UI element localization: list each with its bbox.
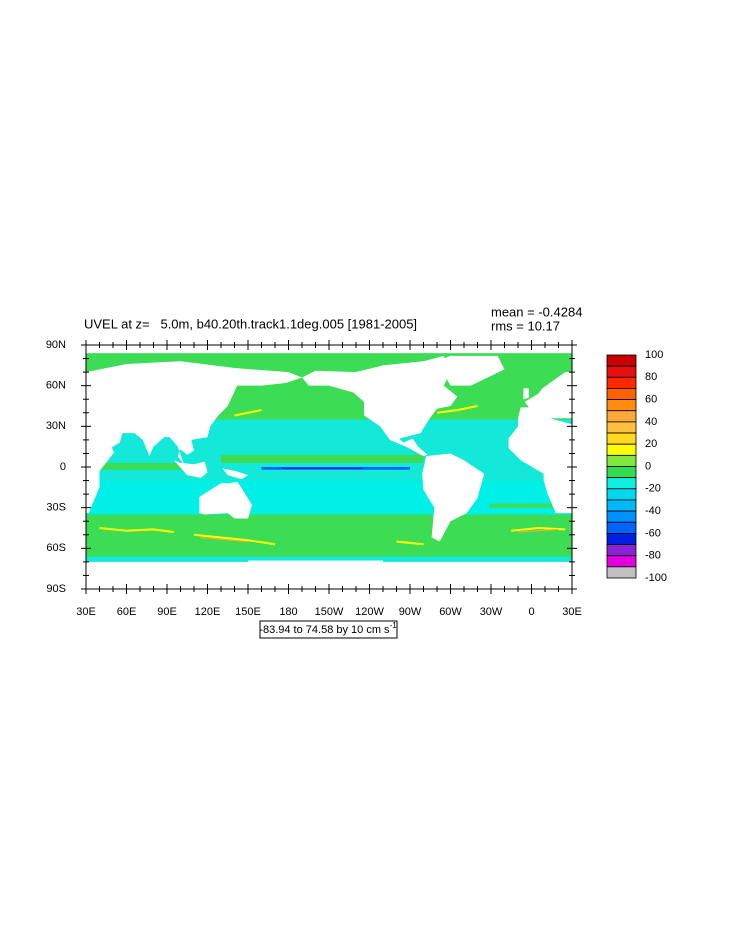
colorbar-box (606, 443, 637, 456)
x-tick-label: 120W (355, 606, 384, 618)
x-tick-label: 90W (399, 606, 422, 618)
range-box (259, 620, 398, 639)
x-tick-label: 30E (76, 606, 96, 618)
x-tick-label: 30W (480, 606, 503, 618)
colorbar-box (606, 521, 637, 534)
colorbar-label: -40 (645, 505, 661, 517)
colorbar-label: 0 (645, 460, 651, 472)
colorbar-label: 40 (645, 416, 657, 428)
colorbar-box (606, 376, 637, 389)
colorbar-label: -80 (645, 550, 661, 562)
colorbar-box (606, 454, 637, 467)
map-title: UVEL at z= 5.0m, b40.20th.track1.1deg.00… (84, 316, 417, 331)
colorbar-box (606, 488, 637, 501)
colorbar-box (606, 477, 637, 490)
x-tick-label: 60E (117, 606, 137, 618)
y-tick-label: 90S (46, 583, 66, 595)
y-tick-label: 60S (46, 542, 66, 554)
colorbar-box (606, 544, 637, 557)
x-tick-label: 0 (528, 606, 534, 618)
x-tick-label: 180 (279, 606, 297, 618)
colorbar-label: -60 (645, 527, 661, 539)
colorbar-box (606, 388, 637, 401)
colorbar-box (606, 432, 637, 445)
colorbar-label: -20 (645, 483, 661, 495)
x-tick-label: 60W (439, 606, 462, 618)
colorbar-label: 100 (645, 349, 663, 361)
colorbar-box (606, 354, 637, 367)
colorbar-box (606, 566, 637, 579)
x-tick-label: 120E (195, 606, 221, 618)
colorbar-label: 80 (645, 371, 657, 383)
y-tick-label: 90N (46, 339, 66, 351)
x-tick-label: 90E (157, 606, 177, 618)
colorbar-box (606, 421, 637, 434)
colorbar-box (606, 399, 637, 412)
mean-label: mean = -0.4284 (491, 304, 582, 319)
range-text: -83.94 to 74.58 by 10 cm s-1 (259, 621, 397, 636)
x-tick-label: 150E (235, 606, 261, 618)
x-tick-label: 30E (562, 606, 582, 618)
colorbar-box (606, 533, 637, 545)
colorbar-box (606, 499, 637, 512)
colorbar-label: -100 (645, 572, 667, 584)
map-field (86, 345, 572, 589)
colorbar-box (606, 510, 637, 523)
x-tick-label: 150W (315, 606, 344, 618)
rms-label: rms = 10.17 (491, 318, 560, 333)
y-tick-label: 60N (46, 380, 66, 392)
y-tick-label: 0 (60, 461, 66, 473)
y-tick-label: 30N (46, 420, 66, 432)
colorbar-box (606, 466, 637, 479)
colorbar-box (606, 555, 637, 568)
colorbar-box (606, 365, 637, 378)
y-tick-label: 30S (46, 502, 66, 514)
range-label: -83.94 to 74.58 by 10 cm s (259, 624, 390, 636)
colorbar-label: 20 (645, 438, 657, 450)
colorbar-label: 60 (645, 394, 657, 406)
colorbar-box (606, 410, 637, 423)
range-exponent: -1 (390, 621, 398, 630)
